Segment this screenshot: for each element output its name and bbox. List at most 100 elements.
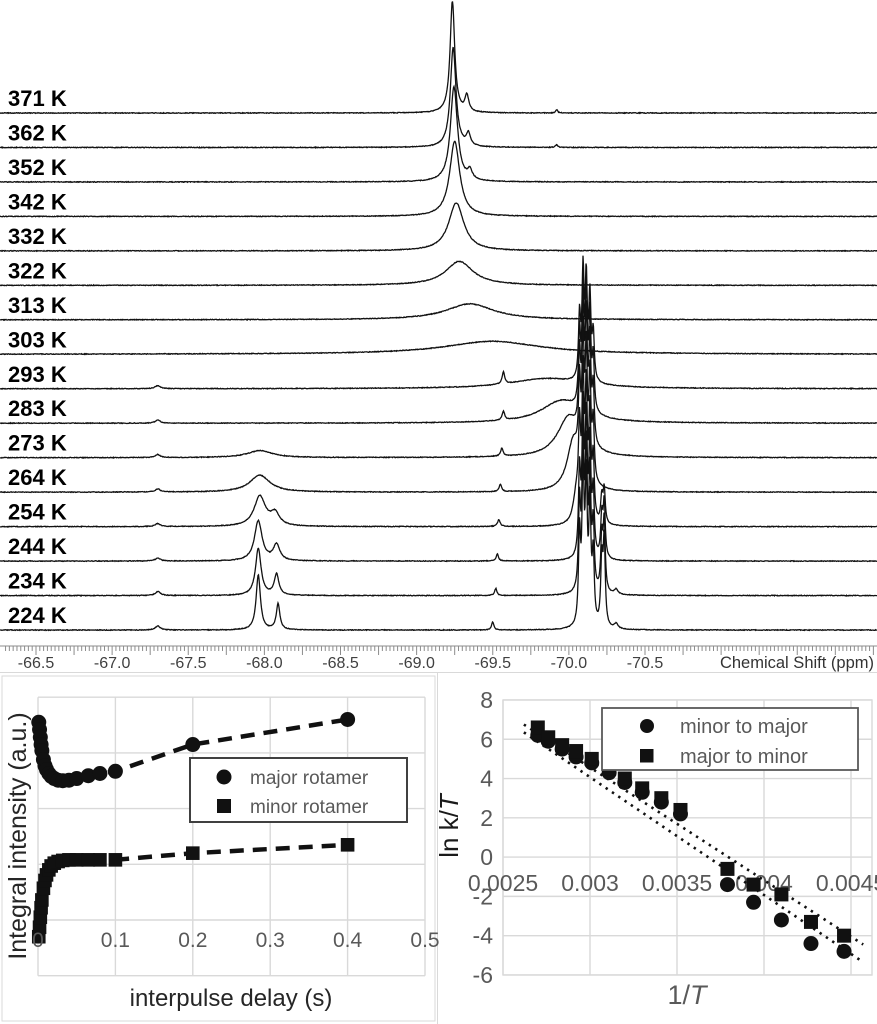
nmr-stack-panel: 371 K 362 K 352 K 342 K 332 K 322 K 313 K 303 K…: [0, 1, 877, 672]
data-point-square: [108, 853, 123, 867]
temperature-label: 332 K: [8, 224, 67, 249]
data-point-circle: [69, 771, 85, 787]
data-point-circle: [836, 943, 852, 959]
data-point-square: [654, 791, 669, 806]
bottom-charts: 0 0.1 0.2 0.3 0.4 0.5 Integral intensity (a.u.…: [0, 672, 877, 1024]
data-point-square: [35, 893, 49, 907]
x-tick-label: 0.0035: [642, 870, 712, 896]
x-tick-label: 0.2: [178, 929, 207, 952]
data-point-circle: [80, 768, 96, 784]
data-point-square: [673, 802, 688, 817]
x-tick-label: 0.0025: [468, 870, 538, 896]
data-point-square: [584, 751, 599, 766]
ppm-tick-label: -69.5: [475, 655, 512, 672]
data-point-circle: [773, 912, 789, 928]
spectrum-trace-332K: [0, 202, 877, 253]
data-point-square: [837, 928, 852, 943]
panel-divider: [437, 672, 438, 1024]
data-point-square: [635, 781, 650, 796]
data-point-circle: [746, 894, 762, 910]
spectrum-trace-234K: [0, 419, 877, 598]
data-point-square: [81, 853, 96, 867]
saturation-recovery-chart: 0 0.1 0.2 0.3 0.4 0.5 Integral intensity (a.u.…: [1, 675, 440, 1022]
spectrum-trace-254K: [0, 355, 877, 529]
data-point-square: [569, 744, 584, 759]
legend-square-marker: [640, 749, 654, 763]
ppm-tick-label: -67.5: [170, 655, 207, 672]
temperature-label: 293 K: [8, 362, 67, 387]
temperature-label: 303 K: [8, 327, 67, 352]
ppm-tick-label: -68.5: [322, 655, 359, 672]
data-point-square: [555, 738, 570, 753]
spectrum-trace-283K: [0, 267, 877, 425]
legend-label-major-to-minor: major to minor: [680, 746, 808, 768]
spectrum-trace-352K: [0, 84, 877, 184]
spectrum-trace-362K: [0, 46, 877, 149]
x-tick-label: 0: [32, 929, 44, 952]
y-tick-label: 2: [480, 805, 493, 831]
ppm-axis-title: Chemical Shift (ppm): [720, 654, 874, 672]
legend-label-major-rotamer: major rotamer: [250, 768, 369, 789]
temperature-label: 322 K: [8, 258, 67, 283]
chart-border: [1, 675, 436, 1022]
data-point-square: [720, 861, 735, 876]
spectrum-trace-313K: [0, 302, 877, 322]
data-point-square: [617, 771, 632, 786]
x-tick-label: 0.3: [256, 929, 285, 952]
spectrum-trace-273K: [0, 287, 877, 460]
y-tick-label: -4: [473, 923, 494, 949]
x-tick-label: 0.1: [101, 929, 130, 952]
spectrum-trace-224K: [0, 447, 877, 632]
temperature-label: 283 K: [8, 396, 67, 421]
spectrum-trace-293K: [0, 255, 877, 391]
legend-square-marker: [217, 799, 231, 813]
legend-circle-marker: [640, 719, 654, 733]
data-point-circle: [92, 766, 108, 782]
y-tick-label: 4: [480, 766, 493, 792]
spectrum-trace-264K: [0, 315, 877, 494]
x-axis-title: interpulse delay (s): [130, 985, 333, 1012]
eyring-plot-chart: 86420-2-4-60.00250.0030.00350.0040.0045l…: [434, 675, 877, 1022]
ppm-tick-label: -69.0: [398, 655, 435, 672]
data-point-square: [541, 730, 556, 745]
legend-circle-marker: [216, 769, 232, 785]
y-tick-label: -2: [473, 883, 493, 909]
y-tick-label: 6: [480, 726, 493, 752]
y-axis-title: ln k/T: [434, 792, 464, 858]
temperature-label: 224 K: [8, 603, 67, 628]
y-tick-label: 8: [480, 687, 493, 713]
legend-label-minor-to-major: minor to major: [680, 716, 808, 738]
x-tick-label: 0.4: [333, 929, 363, 952]
temperature-label: 313 K: [8, 293, 67, 318]
ppm-tick-label: -70.5: [627, 655, 664, 672]
data-point-square: [803, 914, 818, 929]
x-tick-label: 0.5: [410, 929, 439, 952]
data-point-circle: [719, 877, 735, 893]
data-point-square: [340, 838, 355, 852]
spectrum-trace-342K: [0, 140, 877, 218]
y-tick-label: 0: [480, 844, 493, 870]
data-point-square: [69, 853, 84, 867]
ppm-tick-label: -70.0: [551, 655, 588, 672]
data-point-circle: [803, 936, 819, 952]
x-tick-label: 0.003: [561, 870, 619, 896]
ppm-tick-label: -68.0: [246, 655, 283, 672]
legend-label-minor-rotamer: minor rotamer: [250, 797, 369, 818]
temperature-label: 254 K: [8, 500, 67, 525]
x-axis-title: 1/T: [667, 980, 709, 1010]
ppm-tick-label: -66.5: [18, 655, 55, 672]
data-point-square: [746, 877, 761, 892]
temperature-label: 342 K: [8, 189, 67, 214]
temperature-label: 371 K: [8, 86, 67, 111]
temperature-label: 352 K: [8, 155, 67, 180]
spectrum-trace-371K: [0, 1, 877, 115]
data-point-square: [93, 853, 107, 867]
ppm-tick-label: -67.0: [94, 655, 131, 672]
spectrum-trace-303K: [0, 340, 877, 356]
y-tick-label: -6: [473, 962, 493, 988]
panel-top-border: [0, 672, 877, 673]
temperature-label: 234 K: [8, 569, 67, 594]
data-point-circle: [340, 711, 356, 727]
spectrum-trace-244K: [0, 391, 877, 563]
